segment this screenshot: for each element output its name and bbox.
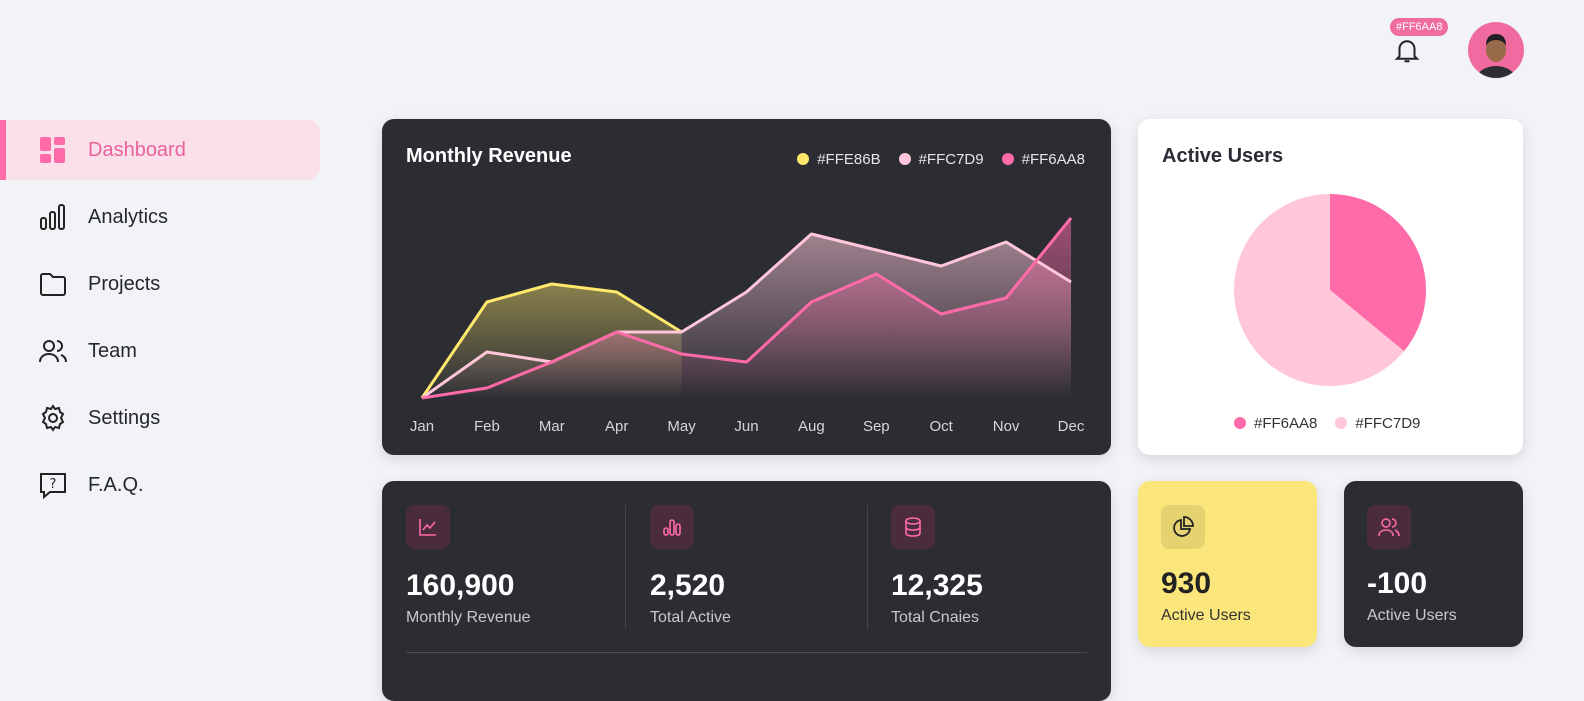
sidebar-item-label: Projects bbox=[88, 272, 161, 295]
bar-chart-icon bbox=[40, 204, 65, 230]
pie-chart-icon bbox=[1173, 516, 1194, 537]
sidebar-item-dashboard[interactable]: Dashboard bbox=[0, 120, 320, 180]
users-icon bbox=[39, 340, 67, 363]
x-tick-label: Jan bbox=[410, 418, 434, 435]
series-area bbox=[422, 218, 1071, 398]
help-icon: ? bbox=[40, 473, 66, 500]
notification-badge: #FF6AA8 bbox=[1390, 18, 1449, 36]
line-chart-icon bbox=[419, 519, 436, 536]
series-line bbox=[421, 232, 1072, 400]
legend-item: #FF6AA8 bbox=[1001, 151, 1085, 168]
legend-item: #FFC7D9 bbox=[898, 151, 984, 168]
x-tick-label: Sep bbox=[863, 418, 890, 435]
revenue-card: Monthly Revenue #FFE86B #FFC7D9 #FF6AA8 … bbox=[382, 119, 1111, 455]
sidebar-item-team[interactable]: Team bbox=[0, 321, 320, 381]
sidebar-item-label: F.A.Q. bbox=[88, 473, 144, 496]
sidebar-item-analytics[interactable]: Analytics bbox=[0, 187, 320, 247]
active-users-title: Active Users bbox=[1162, 145, 1284, 167]
active-users-pie-chart bbox=[1234, 194, 1426, 386]
legend-item: #FFE86B bbox=[797, 151, 881, 168]
revenue-legend: #FFE86B #FFC7D9 #FF6AA8 bbox=[797, 151, 1085, 168]
avatar-person-icon bbox=[1476, 34, 1516, 78]
sidebar-item-settings[interactable]: Settings bbox=[0, 388, 320, 448]
database-icon bbox=[905, 517, 921, 537]
legend-item: #FFC7D9 bbox=[1335, 415, 1420, 432]
sidebar-item-label: Team bbox=[88, 339, 137, 362]
x-tick-label: Dec bbox=[1058, 418, 1085, 435]
stat-monthly-revenue: 160,900 Monthly Revenue bbox=[406, 505, 531, 627]
x-tick-label: Aug bbox=[798, 418, 825, 435]
stat-total-cnaies: 12,325 Total Cnaies bbox=[891, 505, 983, 627]
sidebar-item-label: Settings bbox=[88, 406, 161, 429]
x-tick-label: Jun bbox=[734, 418, 758, 435]
revenue-line-chart: Jan Feb Mar Apr May Jun Aug Sep Oct Nov Dec bbox=[410, 217, 1085, 435]
sidebar-item-label: Analytics bbox=[88, 205, 169, 228]
dashboard-icon bbox=[40, 137, 65, 163]
users-icon bbox=[1378, 518, 1400, 537]
stats-card: 160,900 Monthly Revenue 2,520 Total Active… bbox=[382, 481, 1111, 701]
svg-text:?: ? bbox=[50, 477, 57, 492]
x-tick-label: Oct bbox=[930, 418, 954, 435]
folder-icon bbox=[40, 273, 66, 296]
pie-slice bbox=[1330, 194, 1426, 352]
revenue-title: Monthly Revenue bbox=[406, 145, 572, 167]
bell-icon bbox=[1394, 40, 1420, 63]
mini-card-active-users-delta: -100 Active Users bbox=[1344, 481, 1523, 647]
sidebar-item-projects[interactable]: Projects bbox=[0, 254, 320, 314]
legend-item: #FF6AA8 bbox=[1234, 415, 1317, 432]
x-tick-label: Nov bbox=[993, 418, 1020, 435]
gear-icon bbox=[41, 404, 65, 432]
series-line bbox=[420, 282, 683, 399]
pie-slice bbox=[1234, 194, 1404, 386]
x-tick-label: Mar bbox=[539, 418, 565, 435]
x-tick-label: Apr bbox=[605, 418, 628, 435]
sidebar-item-label: Dashboard bbox=[88, 138, 186, 161]
bar-chart-icon bbox=[663, 519, 681, 536]
mini-card-active-users: 930 Active Users bbox=[1138, 481, 1317, 647]
avatar[interactable] bbox=[1468, 22, 1524, 78]
notification-button[interactable]: #FF6AA8 bbox=[1388, 18, 1449, 68]
active-users-card: Active Users #FF6AA8 #FFC7D9 bbox=[1138, 119, 1523, 455]
x-tick-label: May bbox=[667, 418, 696, 435]
x-tick-label: Feb bbox=[474, 418, 500, 435]
pie-legend: #FF6AA8 #FFC7D9 bbox=[1234, 415, 1420, 432]
sidebar-item-faq[interactable]: ? F.A.Q. bbox=[0, 455, 320, 515]
series-line bbox=[421, 217, 1073, 400]
stat-total-active: 2,520 Total Active bbox=[650, 505, 731, 627]
